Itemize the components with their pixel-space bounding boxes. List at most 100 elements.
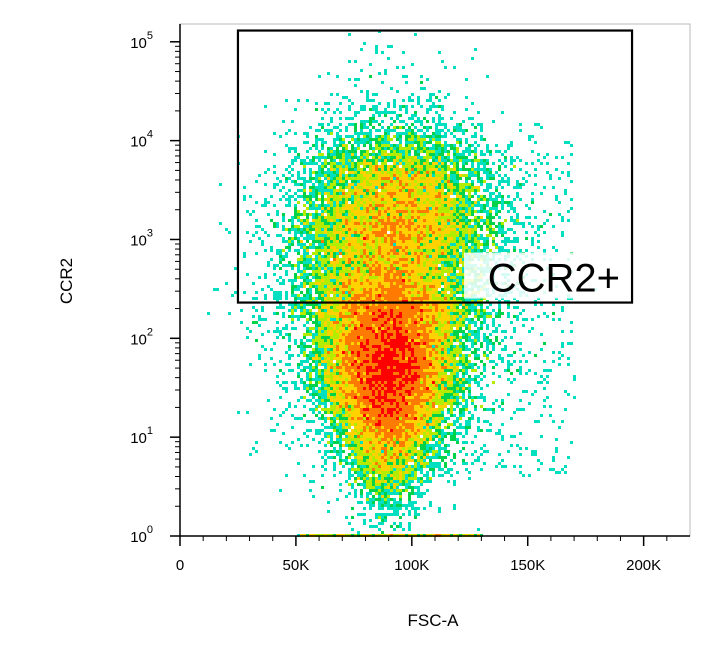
density-bin xyxy=(348,492,351,495)
density-bin xyxy=(258,324,261,327)
density-bin xyxy=(315,264,318,267)
density-bin xyxy=(333,342,336,345)
density-bin xyxy=(417,291,420,294)
density-bin xyxy=(450,222,453,225)
density-bin xyxy=(333,303,336,306)
density-bin xyxy=(336,453,339,456)
density-bin xyxy=(459,324,462,327)
density-bin xyxy=(291,369,294,372)
density-bin xyxy=(360,402,363,405)
density-bin xyxy=(336,417,339,420)
density-bin xyxy=(417,333,420,336)
density-bin xyxy=(495,189,498,192)
density-bin xyxy=(459,411,462,414)
density-bin xyxy=(381,267,384,270)
density-bin xyxy=(450,345,453,348)
density-bin xyxy=(411,360,414,363)
density-bin xyxy=(318,243,321,246)
density-bin xyxy=(327,384,330,387)
density-bin xyxy=(312,321,315,324)
density-bin xyxy=(417,390,420,393)
density-bin xyxy=(381,378,384,381)
density-bin xyxy=(273,171,276,174)
density-bin xyxy=(393,195,396,198)
density-bin xyxy=(435,381,438,384)
density-bin xyxy=(438,444,441,447)
density-bin xyxy=(447,399,450,402)
density-bin xyxy=(363,453,366,456)
density-bin xyxy=(444,381,447,384)
density-bin xyxy=(309,318,312,321)
density-bin xyxy=(429,399,432,402)
density-bin xyxy=(384,336,387,339)
density-bin xyxy=(342,333,345,336)
density-bin xyxy=(405,156,408,159)
density-bin xyxy=(297,288,300,291)
density-bin xyxy=(438,345,441,348)
density-bin xyxy=(477,327,480,330)
density-bin xyxy=(357,237,360,240)
density-bin xyxy=(369,360,372,363)
density-bin xyxy=(357,204,360,207)
density-bin xyxy=(363,339,366,342)
density-bin xyxy=(468,384,471,387)
density-bin xyxy=(432,447,435,450)
density-bin xyxy=(366,393,369,396)
density-bin xyxy=(453,312,456,315)
density-bin xyxy=(321,318,324,321)
density-bin xyxy=(384,432,387,435)
density-bin xyxy=(390,348,393,351)
density-bin xyxy=(330,354,333,357)
density-bin xyxy=(348,288,351,291)
density-bin xyxy=(369,303,372,306)
density-bin xyxy=(357,198,360,201)
density-bin xyxy=(318,396,321,399)
density-bin xyxy=(468,366,471,369)
density-bin xyxy=(348,351,351,354)
density-bin xyxy=(399,396,402,399)
density-bin xyxy=(447,267,450,270)
density-bin xyxy=(372,219,375,222)
density-bin xyxy=(315,342,318,345)
density-bin xyxy=(375,429,378,432)
density-bin xyxy=(447,207,450,210)
density-bin xyxy=(432,351,435,354)
density-bin xyxy=(315,339,318,342)
density-bin xyxy=(459,315,462,318)
density-bin xyxy=(420,429,423,432)
density-bin xyxy=(447,315,450,318)
density-bin xyxy=(420,273,423,276)
density-bin xyxy=(399,345,402,348)
density-bin xyxy=(489,177,492,180)
density-bin xyxy=(342,285,345,288)
density-bin xyxy=(429,357,432,360)
density-bin xyxy=(363,267,366,270)
density-bin xyxy=(336,297,339,300)
density-bin xyxy=(270,429,273,432)
density-bin xyxy=(363,336,366,339)
density-bin xyxy=(384,411,387,414)
density-bin xyxy=(381,420,384,423)
density-bin xyxy=(456,441,459,444)
density-bin xyxy=(498,306,501,309)
density-bin xyxy=(405,453,408,456)
density-bin xyxy=(369,450,372,453)
density-bin xyxy=(447,318,450,321)
density-bin xyxy=(300,381,303,384)
density-bin xyxy=(291,282,294,285)
density-bin xyxy=(327,411,330,414)
density-bin xyxy=(333,264,336,267)
density-bin xyxy=(417,312,420,315)
density-bin xyxy=(378,402,381,405)
density-bin xyxy=(291,312,294,315)
density-bin xyxy=(408,444,411,447)
density-bin xyxy=(441,276,444,279)
density-bin xyxy=(411,282,414,285)
density-bin xyxy=(420,342,423,345)
density-bin xyxy=(378,432,381,435)
density-bin xyxy=(399,459,402,462)
density-bin xyxy=(420,327,423,330)
density-bin xyxy=(354,435,357,438)
density-bin xyxy=(285,333,288,336)
density-bin xyxy=(381,285,384,288)
